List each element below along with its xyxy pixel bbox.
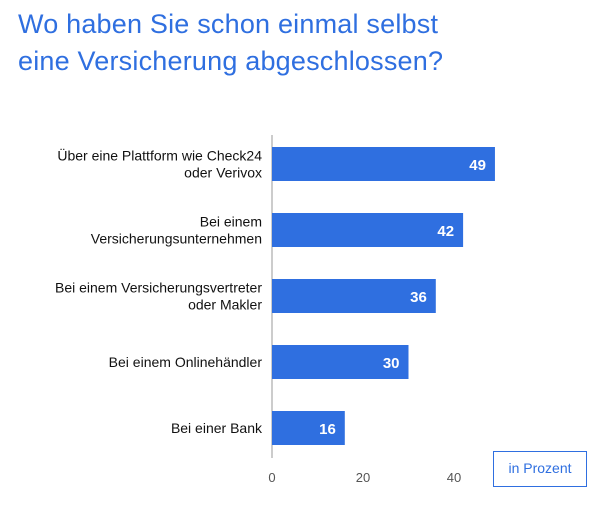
category-label-4-0: Bei einer Bank: [171, 420, 263, 436]
bar-value-label-2: 36: [410, 289, 427, 306]
chart-title-line-1: Wo haben Sie schon einmal selbst: [18, 9, 439, 39]
category-label-2-1: oder Makler: [188, 297, 262, 313]
category-label-0-1: oder Verivox: [184, 165, 262, 181]
category-label-1-1: Versicherungsunternehmen: [91, 231, 262, 247]
category-label-0-0: Über eine Plattform wie Check24: [57, 147, 262, 164]
x-tick-label-2: 40: [447, 470, 461, 485]
bar-value-label-0: 49: [469, 157, 486, 174]
bar-3: [272, 345, 409, 379]
category-label-3-0: Bei einem Onlinehändler: [109, 354, 263, 370]
bar-0: [272, 147, 495, 181]
category-label-1-0: Bei einem: [200, 214, 262, 230]
bar-value-label-1: 42: [437, 223, 454, 240]
bar-2: [272, 279, 436, 313]
bar-4: [272, 411, 345, 445]
category-label-2-0: Bei einem Versicherungsvertreter: [55, 280, 262, 296]
bar-1: [272, 213, 464, 247]
chart-title-line-2: eine Versicherung abgeschlossen?: [18, 46, 444, 76]
unit-label-box: in Prozent: [493, 451, 587, 487]
bar-value-label-4: 16: [319, 421, 336, 438]
chart-title: Wo haben Sie schon einmal selbst eine Ve…: [18, 6, 588, 80]
x-tick-label-1: 20: [356, 470, 370, 485]
x-tick-label-0: 0: [268, 470, 275, 485]
bar-value-label-3: 30: [383, 355, 400, 372]
unit-label: in Prozent: [508, 460, 572, 476]
